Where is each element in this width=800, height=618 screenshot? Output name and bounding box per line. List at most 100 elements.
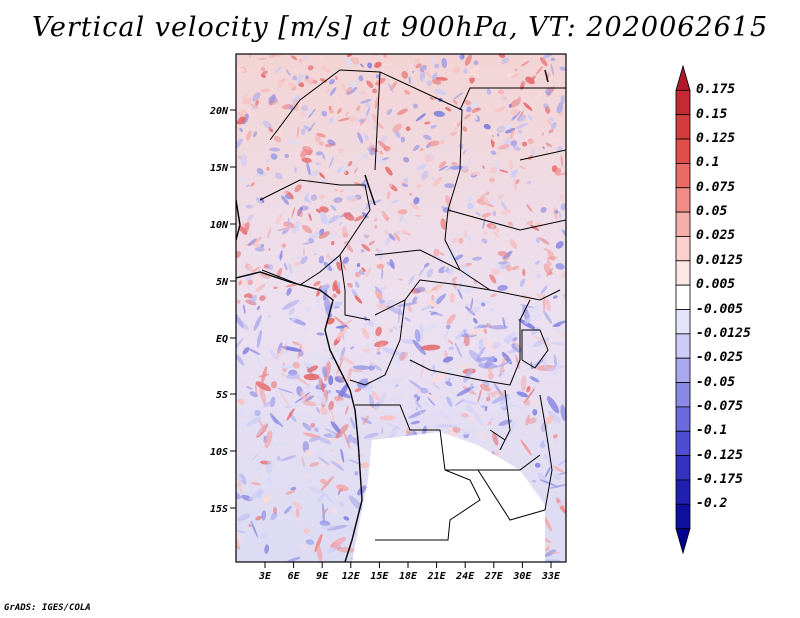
- field-speckle: [418, 267, 425, 277]
- field-speckle: [458, 219, 462, 229]
- field-speckle: [248, 348, 261, 355]
- field-speckle: [320, 66, 331, 73]
- field-speckle: [516, 122, 529, 129]
- longitude-axis: 3E 6E 9E 12E 15E 18E 21E 24E 27E 30E 33E: [258, 562, 561, 582]
- field-speckle: [433, 110, 445, 117]
- field-speckle: [552, 434, 558, 439]
- field-speckle: [321, 110, 328, 117]
- field-speckle: [338, 221, 343, 226]
- field-speckle: [473, 338, 489, 352]
- field-speckle: [470, 383, 473, 391]
- field-speckle: [345, 58, 352, 66]
- field-speckle: [287, 139, 299, 145]
- field-speckle: [279, 249, 283, 261]
- field-speckle: [364, 199, 372, 211]
- field-speckle: [498, 261, 508, 265]
- field-speckle: [320, 475, 335, 491]
- field-speckle: [247, 214, 254, 221]
- field-speckle: [560, 203, 566, 211]
- field-speckle: [465, 303, 469, 307]
- field-speckle: [297, 206, 303, 217]
- field-speckle: [268, 94, 276, 106]
- field-speckle: [286, 69, 291, 76]
- field-speckle: [505, 265, 512, 272]
- field-speckle: [498, 169, 509, 173]
- field-speckle: [540, 285, 548, 295]
- field-speckle: [281, 346, 302, 352]
- field-speckle: [267, 226, 272, 240]
- field-speckle: [287, 82, 297, 90]
- field-speckle: [309, 462, 320, 467]
- field-speckle: [484, 197, 489, 202]
- field-speckle: [379, 287, 385, 292]
- field-speckle: [408, 76, 411, 84]
- field-speckle: [298, 543, 311, 552]
- field-speckle: [269, 442, 290, 446]
- field-speckle: [255, 353, 262, 368]
- field-speckle: [343, 256, 349, 264]
- field-speckle: [510, 109, 520, 117]
- field-speckle: [409, 203, 420, 210]
- field-speckle: [412, 144, 420, 151]
- field-speckle: [236, 422, 246, 427]
- field-speckle: [329, 117, 334, 124]
- field-speckle: [260, 532, 269, 539]
- field-speckle: [236, 501, 249, 506]
- field-speckle: [371, 113, 378, 124]
- field-speckle: [316, 332, 325, 336]
- field-speckle: [273, 135, 282, 143]
- field-speckle: [341, 164, 349, 172]
- field-speckle: [474, 428, 487, 442]
- field-speckle: [269, 396, 276, 408]
- field-speckle: [510, 239, 518, 250]
- field-speckle: [252, 274, 261, 286]
- field-speckle: [423, 134, 432, 141]
- field-speckle: [267, 264, 274, 271]
- lat-tick-label: 15S: [210, 504, 228, 515]
- field-speckle: [383, 176, 396, 181]
- field-speckle: [256, 305, 261, 311]
- field-speckle: [282, 299, 300, 311]
- field-speckle: [278, 115, 284, 127]
- field-speckle: [362, 415, 370, 425]
- field-speckle: [303, 373, 320, 381]
- field-speckle: [379, 150, 383, 155]
- field-speckle: [462, 400, 478, 405]
- field-speckle: [264, 430, 273, 449]
- field-speckle: [256, 168, 264, 175]
- field-speckle: [452, 426, 461, 433]
- field-speckle: [544, 106, 551, 114]
- field-speckle: [375, 74, 381, 79]
- field-speckle: [374, 61, 382, 69]
- field-speckle: [483, 328, 488, 334]
- field-speckle: [308, 451, 327, 459]
- field-speckle: [415, 63, 422, 69]
- field-speckle: [485, 207, 493, 214]
- coastline: [236, 69, 549, 562]
- field-speckle: [449, 131, 458, 136]
- field-speckle: [423, 69, 432, 78]
- field-speckle: [428, 140, 440, 147]
- field-speckle: [361, 327, 370, 340]
- field-speckle: [488, 87, 499, 94]
- field-speckle: [236, 67, 246, 73]
- field-speckle: [399, 395, 403, 399]
- field-speckle: [281, 243, 287, 248]
- field-speckle: [502, 316, 506, 328]
- colorbar-swatch: [675, 260, 691, 286]
- field-speckle: [505, 123, 512, 130]
- field-speckle: [360, 98, 372, 104]
- field-speckle: [301, 157, 312, 163]
- field-speckle: [242, 93, 248, 100]
- field-speckle: [317, 456, 330, 466]
- field-speckle: [305, 75, 309, 80]
- field-speckle: [328, 400, 334, 411]
- field-speckle: [290, 325, 303, 333]
- field-speckle: [407, 305, 413, 313]
- field-speckle: [386, 191, 391, 200]
- field-speckle: [555, 241, 564, 249]
- field-speckle: [460, 412, 469, 418]
- field-speckle: [377, 391, 387, 408]
- field-speckle: [526, 304, 544, 314]
- field-speckle: [541, 132, 545, 136]
